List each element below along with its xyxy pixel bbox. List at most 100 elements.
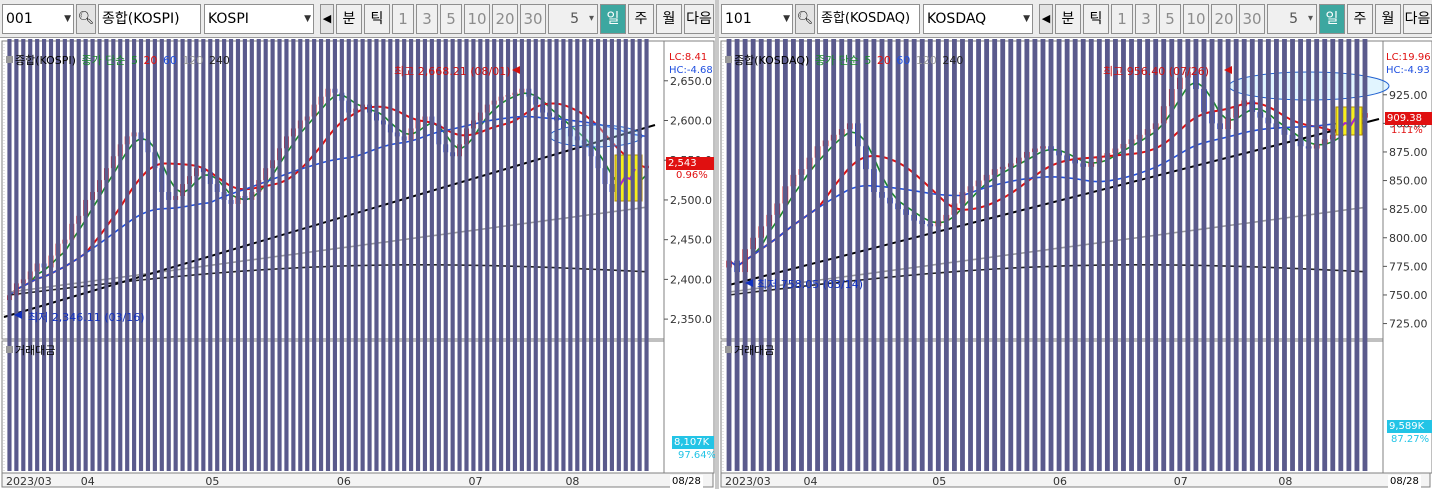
period-5-button[interactable]: 5 (440, 4, 462, 34)
price-axis-label: 2,350.0 (670, 313, 712, 326)
volume-bar (623, 39, 628, 471)
volume-bar (1314, 39, 1320, 471)
period-20-button[interactable]: 20 (492, 4, 518, 34)
tab-weekly[interactable]: 주 (1347, 4, 1373, 34)
unit-tick-button[interactable]: 틱 (364, 4, 390, 34)
volume-bar (1104, 39, 1110, 471)
volume-bar (388, 39, 393, 471)
volume-bar (1153, 39, 1159, 471)
code-select[interactable]: 101 (721, 4, 793, 34)
volume-bar (568, 39, 573, 471)
volume-bar (1137, 39, 1142, 471)
kosdaq-chart[interactable]: 925.00900.00875.00850.00825.00800.00775.… (719, 39, 1432, 489)
volume-bar (7, 39, 12, 471)
volume-bar (62, 39, 67, 471)
volume-legend: 거래대금 (6, 342, 57, 358)
unit-minute-button[interactable]: 분 (336, 4, 362, 34)
volume-bar (863, 39, 869, 471)
tab-weekly[interactable]: 주 (628, 4, 654, 34)
current-volume-box: 8,107K (672, 436, 714, 449)
high-arrow-icon (1224, 66, 1232, 74)
period-30-button[interactable]: 30 (1239, 4, 1265, 34)
unit-minute-button[interactable]: 분 (1055, 4, 1081, 34)
period-3-button[interactable]: 3 (416, 4, 438, 34)
tab-daily[interactable]: 일 (1319, 4, 1345, 34)
unit-tick-button[interactable]: 틱 (1083, 4, 1109, 34)
period-1-button[interactable]: 1 (1111, 4, 1133, 34)
volume-bar (118, 39, 123, 471)
date-axis-label: 07 (1174, 475, 1188, 488)
volume-bar (48, 39, 54, 471)
volume-bar (1354, 39, 1360, 471)
kospi-chart[interactable]: 2,650.02,600.02,550.02,500.02,450.02,400… (0, 39, 715, 489)
low-label: 최저 2,346.11 (03/16) (28, 311, 145, 324)
prev-arrow-icon[interactable]: ◀ (1039, 4, 1053, 34)
volume-bar (589, 39, 594, 471)
volume-bar (644, 39, 649, 471)
legend-square-icon (6, 346, 13, 353)
volume-bar (1265, 39, 1271, 471)
end-date-label: 08/28 (1388, 475, 1421, 488)
period-1-button[interactable]: 1 (392, 4, 414, 34)
volume-bar (83, 39, 88, 471)
legend-square-icon (6, 56, 13, 63)
end-date-label: 08/28 (670, 475, 703, 488)
volume-bar (540, 39, 545, 471)
volume-bar (201, 39, 206, 471)
price-axis-label: 2,650.0 (670, 75, 712, 88)
search-icon[interactable]: 🔍︎ (795, 4, 815, 34)
volume-bar (943, 39, 949, 471)
prev-arrow-icon[interactable]: ◀ (320, 4, 334, 34)
volume-bar (505, 39, 511, 471)
period-10-button[interactable]: 10 (1183, 4, 1209, 34)
volume-bar (519, 39, 524, 471)
volume-bar (758, 39, 764, 471)
volume-bar (381, 39, 386, 471)
period-3-button[interactable]: 3 (1135, 4, 1157, 34)
volume-bar (1322, 39, 1328, 471)
legend-ma5: 5 (864, 54, 872, 67)
current-price-box: 2,543 (666, 157, 714, 170)
period-10-button[interactable]: 10 (464, 4, 490, 34)
volume-bar (312, 39, 317, 471)
search-icon[interactable]: 🔍︎ (76, 4, 96, 34)
volume-bar (1257, 39, 1263, 471)
date-axis-label: 05 (205, 475, 219, 488)
low-arrow-icon (14, 311, 22, 319)
current-price-box: 909.38 (1385, 112, 1432, 125)
volume-bar (1169, 39, 1175, 471)
index-select[interactable]: KOSDAQ (923, 4, 1033, 34)
volume-bar (782, 39, 788, 471)
count-spinner[interactable]: 5 (548, 4, 598, 34)
tab-next[interactable]: 다음 (1403, 4, 1432, 34)
volume-bar (173, 39, 178, 471)
count-spinner[interactable]: 5 (1267, 4, 1317, 34)
legend-ma20: 20 (143, 54, 158, 67)
index-select[interactable]: KOSPI (204, 4, 314, 34)
volume-bar (927, 39, 933, 471)
period-20-button[interactable]: 20 (1211, 4, 1237, 34)
market-field[interactable]: 종합(KOSPI) (98, 4, 201, 34)
volume-bar (1145, 39, 1151, 471)
volume-pct-label: 87.27% (1391, 434, 1430, 445)
volume-legend-label: 거래대금 (15, 344, 56, 357)
volume-bar (960, 39, 965, 471)
market-field[interactable]: 종합(KOSDAQ) (817, 4, 920, 34)
period-30-button[interactable]: 30 (520, 4, 546, 34)
panel-divider[interactable] (715, 0, 719, 489)
volume-bar (284, 39, 289, 471)
volume-bar (14, 39, 19, 471)
tab-next[interactable]: 다음 (684, 4, 714, 34)
code-select[interactable]: 001 (2, 4, 74, 34)
volume-bar (1193, 39, 1199, 471)
volume-bar (871, 39, 877, 471)
volume-bar (263, 39, 268, 471)
tab-monthly[interactable]: 월 (1375, 4, 1401, 34)
volume-bar (887, 39, 893, 471)
volume-bar (305, 39, 310, 471)
period-5-button[interactable]: 5 (1159, 4, 1181, 34)
tab-daily[interactable]: 일 (600, 4, 626, 34)
price-axis-label: 875.00 (1389, 146, 1428, 159)
tab-monthly[interactable]: 월 (656, 4, 682, 34)
price-axis-label: 2,600.0 (670, 115, 712, 128)
